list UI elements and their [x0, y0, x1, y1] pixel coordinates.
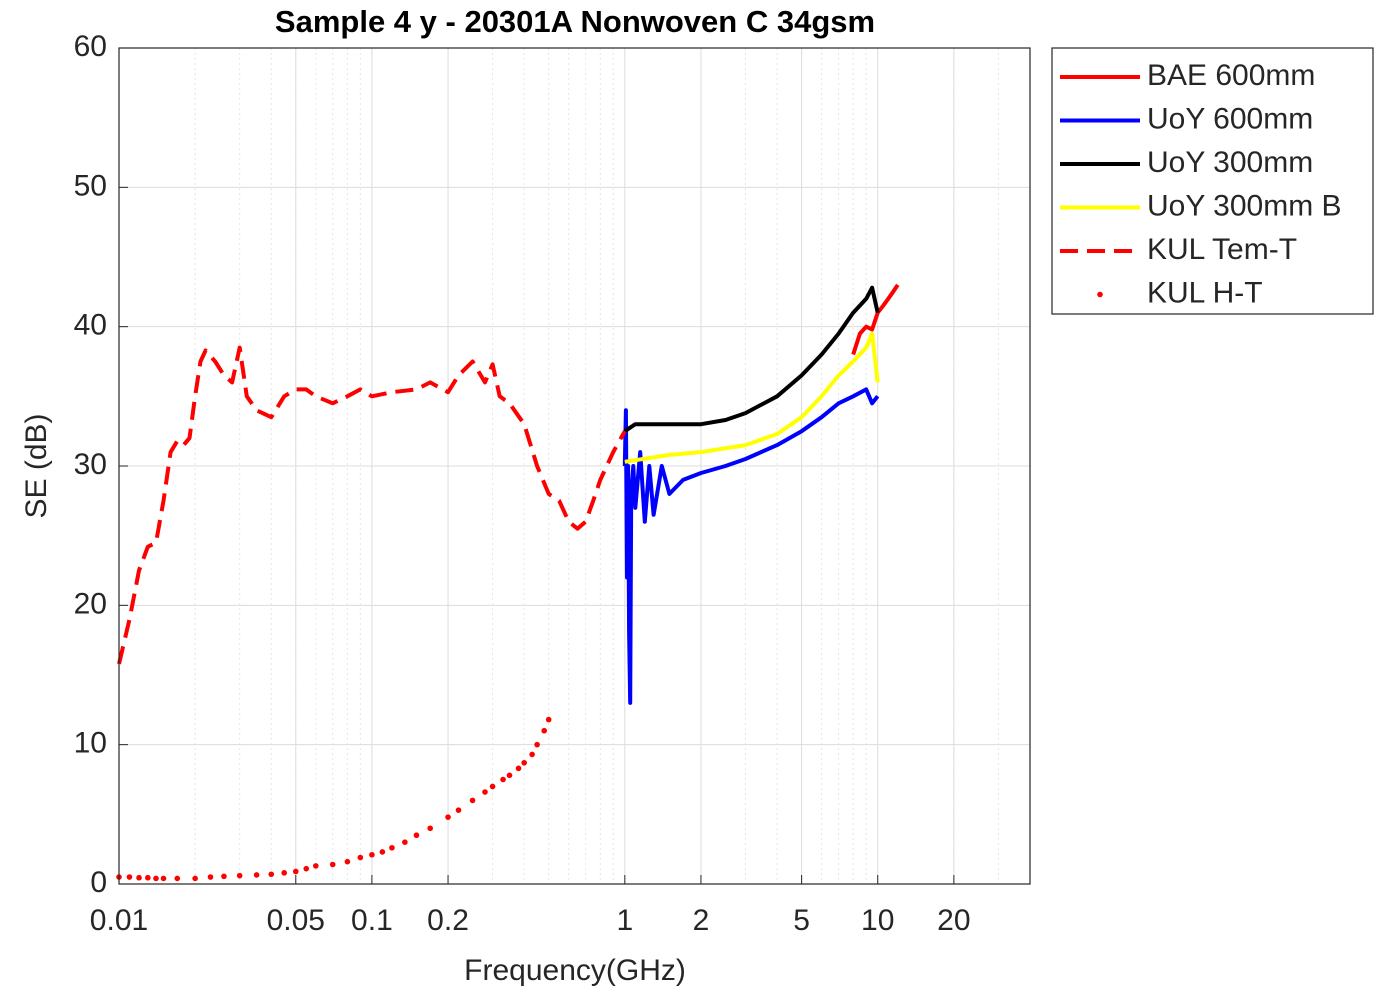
- legend-label: UoY 300mm B: [1147, 189, 1342, 222]
- legend-marker: [1097, 291, 1103, 298]
- y-tick-label: 60: [74, 30, 107, 63]
- point: [221, 873, 227, 880]
- point: [281, 870, 288, 876]
- point: [489, 783, 496, 790]
- point: [145, 874, 151, 881]
- series-line: [624, 331, 880, 464]
- x-tick-label: 10: [861, 904, 894, 937]
- point: [136, 874, 142, 881]
- y-tick-label: 20: [74, 587, 107, 620]
- point: [236, 872, 243, 879]
- x-tick-label: 5: [793, 904, 810, 937]
- x-tick-label: 2: [693, 904, 710, 937]
- point: [329, 861, 336, 868]
- point: [303, 865, 310, 872]
- y-tick-label: 10: [74, 727, 107, 760]
- x-axis-label: Frequency(GHz): [464, 954, 686, 987]
- point: [379, 849, 386, 855]
- point: [521, 759, 527, 766]
- point: [292, 868, 299, 875]
- point: [207, 874, 214, 880]
- legend: BAE 600mm UoY 600mm UoY 300mm UoY 300mm B KU…: [1051, 47, 1374, 315]
- point: [482, 789, 488, 795]
- series-line: [622, 387, 880, 705]
- y-tick-label: 0: [90, 866, 107, 899]
- x-tick-label: 0.2: [427, 904, 469, 937]
- legend-label: UoY 300mm: [1147, 146, 1313, 179]
- point: [253, 872, 260, 878]
- point: [413, 832, 420, 839]
- point: [174, 875, 181, 882]
- series-line: [623, 285, 880, 433]
- legend-label: UoY 600mm: [1147, 102, 1313, 135]
- x-tick-label: 1: [616, 904, 633, 937]
- point: [455, 807, 462, 813]
- point: [529, 751, 535, 758]
- point: [506, 772, 513, 779]
- y-tick-label: 30: [74, 448, 107, 481]
- point: [160, 875, 167, 882]
- point: [126, 874, 133, 880]
- x-tick-label: 0.01: [90, 904, 148, 937]
- legend-box: [1051, 47, 1374, 315]
- x-tick-label: 20: [937, 904, 970, 937]
- data: [116, 283, 900, 882]
- point: [389, 844, 395, 851]
- point: [469, 797, 476, 804]
- point: [500, 776, 506, 783]
- plot-frame: [118, 47, 1031, 885]
- y-tick-label: 50: [74, 169, 107, 202]
- series-line: [117, 345, 627, 665]
- legend-label: KUL Tem-T: [1147, 233, 1297, 266]
- y-tick-label: 40: [74, 309, 107, 342]
- point: [515, 765, 522, 772]
- chart-title: Sample 4 y - 20301A Nonwoven C 34gsm: [275, 4, 875, 39]
- point: [153, 875, 159, 882]
- point: [541, 727, 548, 734]
- point: [313, 863, 319, 869]
- point: [369, 851, 375, 858]
- point: [268, 871, 275, 878]
- point: [534, 741, 540, 748]
- x-tick-label: 0.05: [267, 904, 325, 937]
- x-tick-label: 0.1: [351, 904, 393, 937]
- point: [445, 814, 451, 820]
- legend-label: KUL H-T: [1147, 276, 1263, 309]
- point: [192, 875, 198, 882]
- point: [427, 825, 433, 832]
- point: [344, 858, 351, 865]
- point: [357, 854, 364, 861]
- point: [402, 839, 408, 845]
- y-axis-label: SE (dB): [20, 413, 53, 518]
- point: [545, 716, 552, 723]
- legend-label: BAE 600mm: [1147, 59, 1315, 92]
